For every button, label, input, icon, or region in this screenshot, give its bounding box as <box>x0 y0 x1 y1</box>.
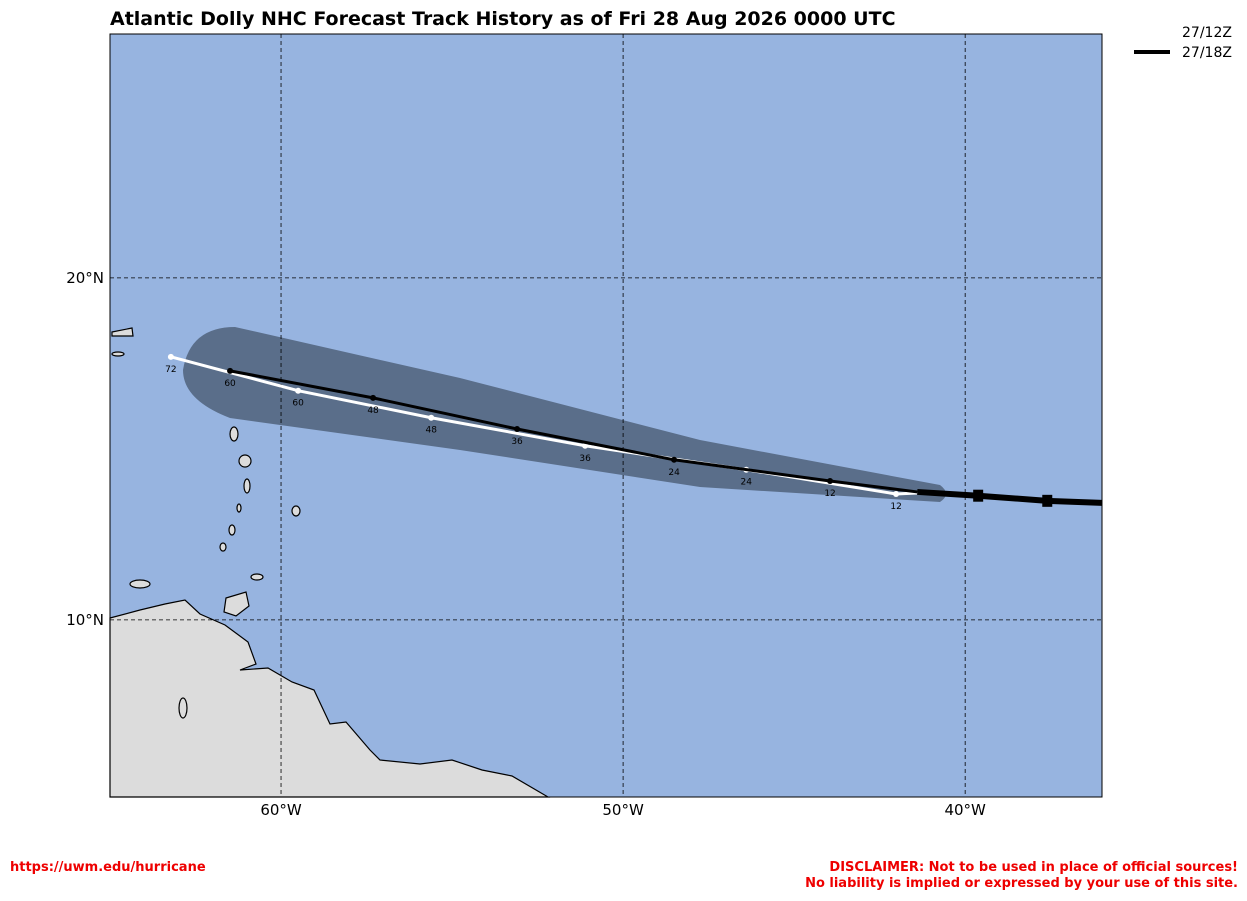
hour-label: 48 <box>425 426 437 436</box>
island <box>291 505 301 517</box>
forecast-point <box>671 456 678 463</box>
island <box>229 426 239 442</box>
hour-label: 48 <box>367 406 379 416</box>
forecast-track <box>229 369 918 494</box>
island <box>111 327 134 337</box>
island <box>223 591 250 617</box>
hour-label: 24 <box>741 478 753 488</box>
y-tick-label: 20°N <box>66 269 104 287</box>
hour-label: 12 <box>824 489 835 499</box>
hour-label: 36 <box>511 437 523 447</box>
forecast-point <box>295 387 302 394</box>
island <box>111 351 125 357</box>
footer-url: https://uwm.edu/hurricane <box>10 860 206 875</box>
disclaimer: DISCLAIMER: Not to be used in place of o… <box>829 860 1238 875</box>
island <box>219 542 227 552</box>
island <box>178 697 188 719</box>
island <box>236 503 242 513</box>
x-tick-label: 60°W <box>260 801 302 819</box>
forecast-point <box>428 414 435 421</box>
forecast-point <box>167 353 174 360</box>
legend-label: 27/18Z <box>1182 45 1232 61</box>
x-tick-label: 40°W <box>944 801 986 819</box>
y-tick-label: 10°N <box>66 611 104 629</box>
hour-label: 72 <box>165 365 176 375</box>
plot-frame <box>109 33 1103 798</box>
forecast-point <box>827 477 834 484</box>
past-track <box>917 488 1103 506</box>
track-point <box>916 491 918 493</box>
island <box>238 454 252 468</box>
past-position <box>1042 494 1053 507</box>
forecast-point <box>514 426 521 433</box>
south-america <box>109 599 551 798</box>
hour-label: 60 <box>292 399 304 409</box>
past-position <box>973 489 984 502</box>
legend-label: 27/12Z <box>1182 25 1232 41</box>
hour-label: 36 <box>579 454 591 464</box>
cone <box>183 327 946 502</box>
hour-label: 60 <box>224 379 236 389</box>
forecast-point <box>227 367 234 374</box>
hour-label: 24 <box>668 468 680 478</box>
chart-title: Atlantic Dolly NHC Forecast Track Histor… <box>110 8 896 30</box>
hour-label: 12 <box>890 502 901 512</box>
forecast-point <box>582 442 589 449</box>
forecast-point <box>893 490 900 497</box>
island <box>243 478 251 494</box>
island <box>129 579 151 589</box>
island <box>250 573 264 581</box>
forecast-point <box>370 394 377 401</box>
x-tick-label: 50°W <box>602 801 644 819</box>
disclaimer: No liability is implied or expressed by … <box>805 876 1238 891</box>
land <box>109 327 551 798</box>
island <box>228 524 236 536</box>
